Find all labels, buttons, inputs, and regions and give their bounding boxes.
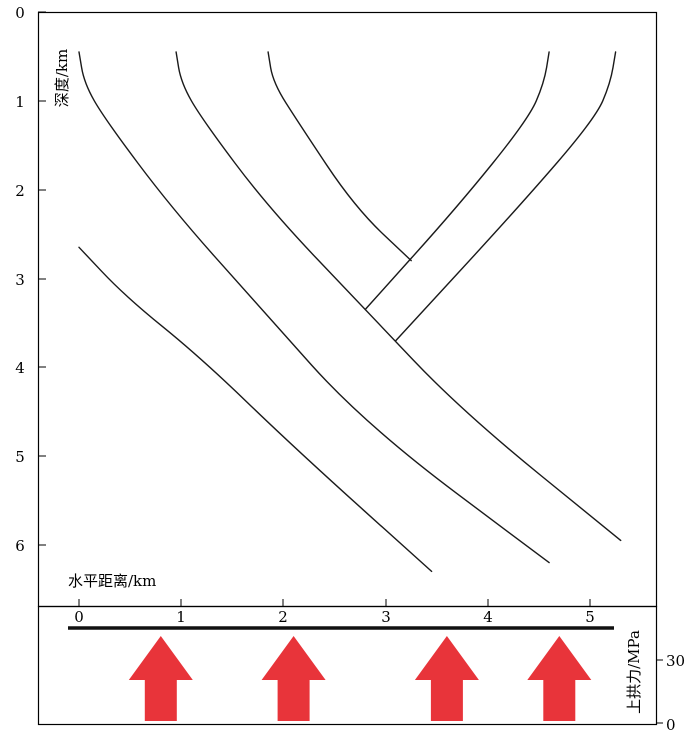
uplift-arrow-3	[414, 636, 479, 721]
fault-inner-left	[267, 51, 412, 262]
fault-inner-right	[364, 51, 550, 311]
depth-tick-label-2: 2	[15, 182, 25, 200]
depth-tick-label-3: 3	[15, 271, 25, 289]
force-axis-title: 上拱力/MPa	[625, 630, 643, 714]
distance-axis-title: 水平距离/km	[68, 572, 156, 590]
fault-outer-right	[395, 51, 617, 342]
uplift-arrow-1	[128, 636, 193, 721]
fault-main-left	[78, 51, 550, 564]
distance-tick-label-3: 3	[381, 608, 391, 626]
distance-tick-label-2: 2	[278, 608, 288, 626]
fault-lower-left	[78, 246, 433, 573]
depth-axis: 0 1 2 3 4 5 6 深度/km	[15, 4, 71, 555]
distance-tick-label-5: 5	[585, 608, 595, 626]
uplift-arrows	[128, 636, 592, 721]
depth-tick-label-0: 0	[15, 4, 25, 22]
uplift-arrow-2	[261, 636, 326, 721]
uplift-arrow-4	[527, 636, 592, 721]
force-tick-label-0: 0	[666, 716, 676, 734]
upper-panel-frame	[37, 11, 658, 608]
depth-tick-label-1: 1	[15, 93, 25, 111]
distance-tick-label-0: 0	[74, 608, 84, 626]
distance-tick-label-4: 4	[483, 608, 493, 626]
distance-tick-label-1: 1	[176, 608, 186, 626]
fault-main-right	[175, 51, 622, 542]
fault-lines	[78, 51, 622, 573]
depth-tick-label-5: 5	[15, 448, 25, 466]
depth-tick-label-4: 4	[15, 359, 25, 377]
force-tick-label-30: 30	[666, 652, 685, 670]
depth-axis-title: 深度/km	[53, 49, 71, 107]
distance-axis: 0 1 2 3 4 5 水平距离/km	[68, 572, 595, 626]
depth-tick-label-6: 6	[15, 537, 25, 555]
force-axis: 30 0 上拱力/MPa	[625, 630, 685, 734]
lower-panel-frame	[37, 605, 658, 726]
